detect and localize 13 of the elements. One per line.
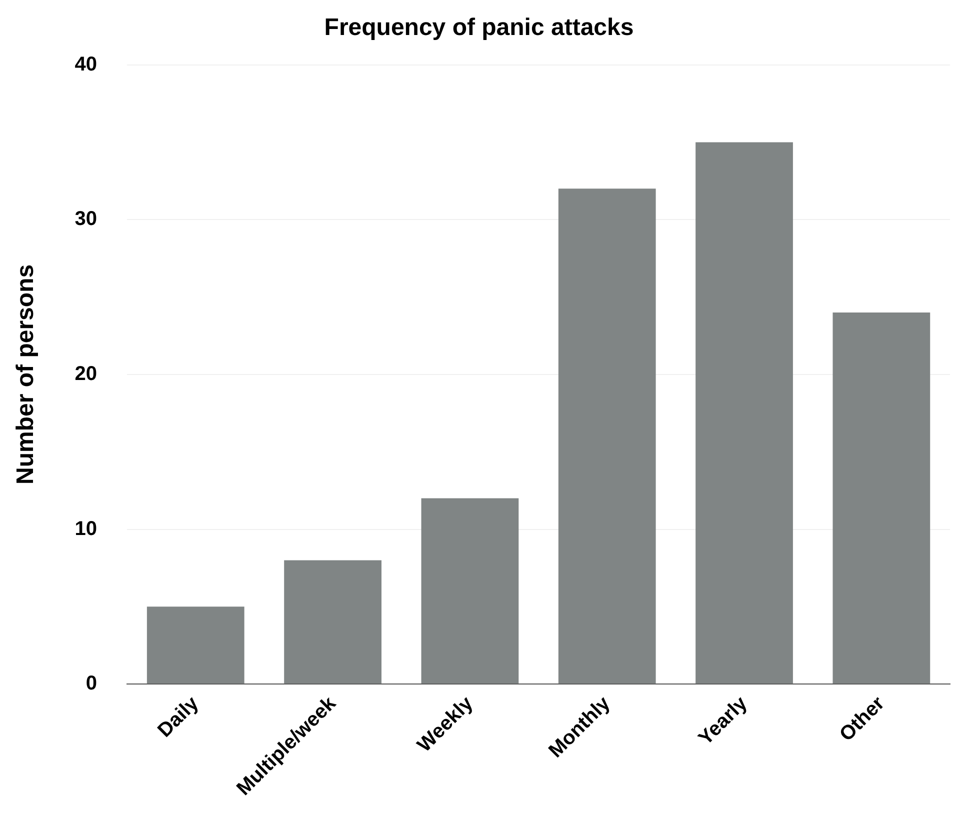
bar <box>421 498 519 684</box>
bar <box>558 188 656 684</box>
bar <box>284 560 382 684</box>
chart-title: Frequency of panic attacks <box>324 14 634 42</box>
y-axis-title: Number of persons <box>12 264 40 484</box>
y-tick-label: 30 <box>74 208 98 230</box>
y-tick-label: 0 <box>86 672 98 695</box>
y-tick-label: 20 <box>74 362 98 385</box>
y-tick-label: 40 <box>74 53 98 76</box>
y-tick-label: 10 <box>74 518 98 540</box>
bar <box>146 606 244 684</box>
bar <box>832 312 930 684</box>
bar <box>696 142 793 684</box>
